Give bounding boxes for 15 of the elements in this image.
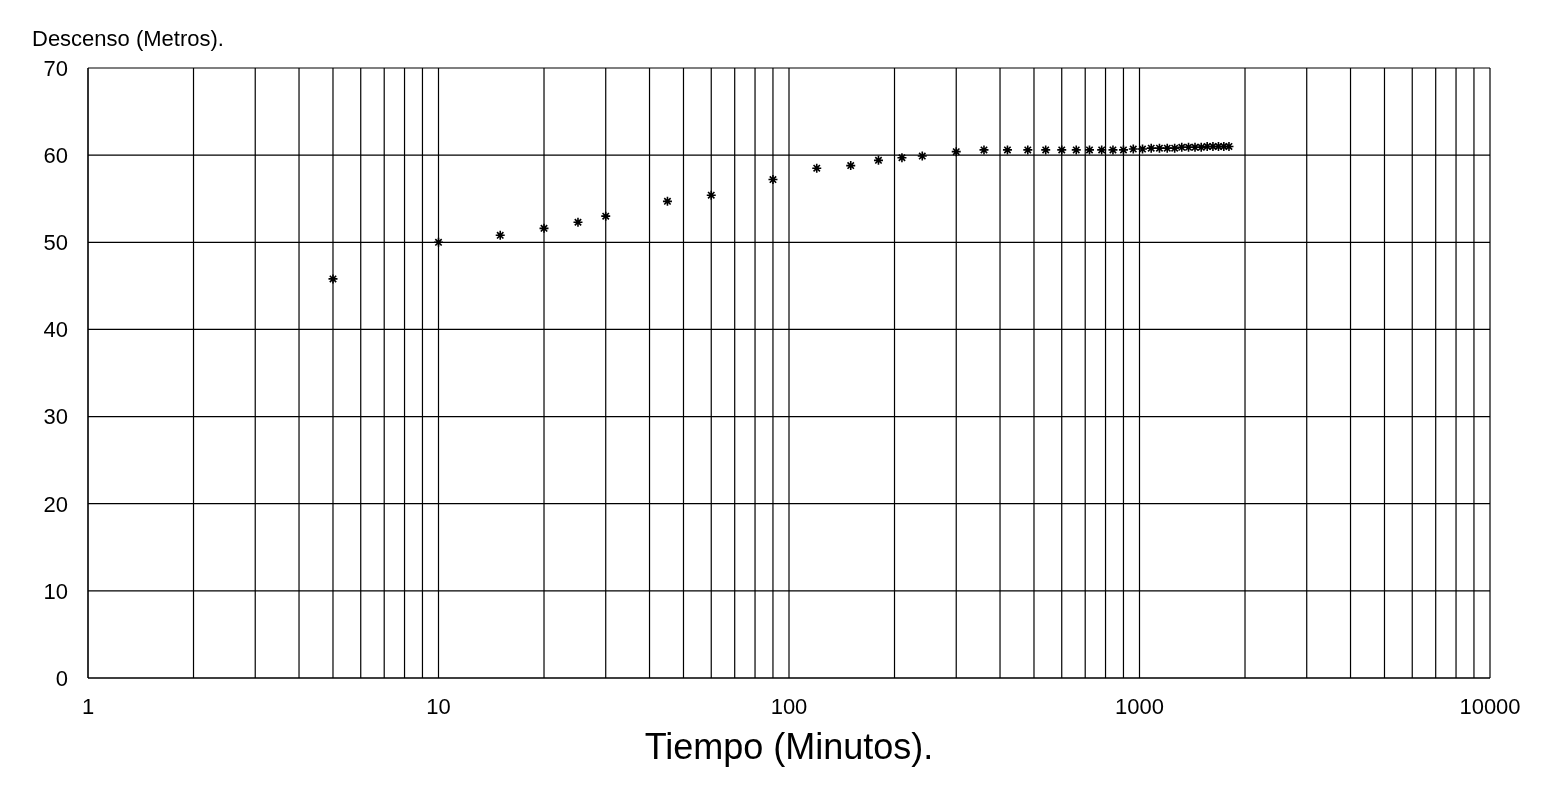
x-tick-label: 10	[426, 693, 451, 719]
y-tick-label: 30	[43, 404, 68, 430]
x-axis-title: Tiempo (Minutos).	[643, 726, 935, 768]
x-tick-label: 1000	[1115, 693, 1164, 719]
x-tick-label: 1	[81, 693, 95, 719]
y-tick-label: 60	[43, 142, 68, 168]
y-tick-label: 70	[43, 55, 68, 81]
y-tick-label: 0	[55, 665, 68, 691]
y-tick-label: 20	[43, 491, 68, 517]
y-tick-label: 10	[43, 578, 68, 604]
y-tick-label: 50	[43, 230, 68, 256]
x-tick-label: 100	[770, 693, 808, 719]
x-tick-label: 10000	[1459, 693, 1521, 719]
y-tick-label: 40	[43, 317, 68, 343]
y-axis-title: Descenso (Metros).	[32, 26, 224, 52]
